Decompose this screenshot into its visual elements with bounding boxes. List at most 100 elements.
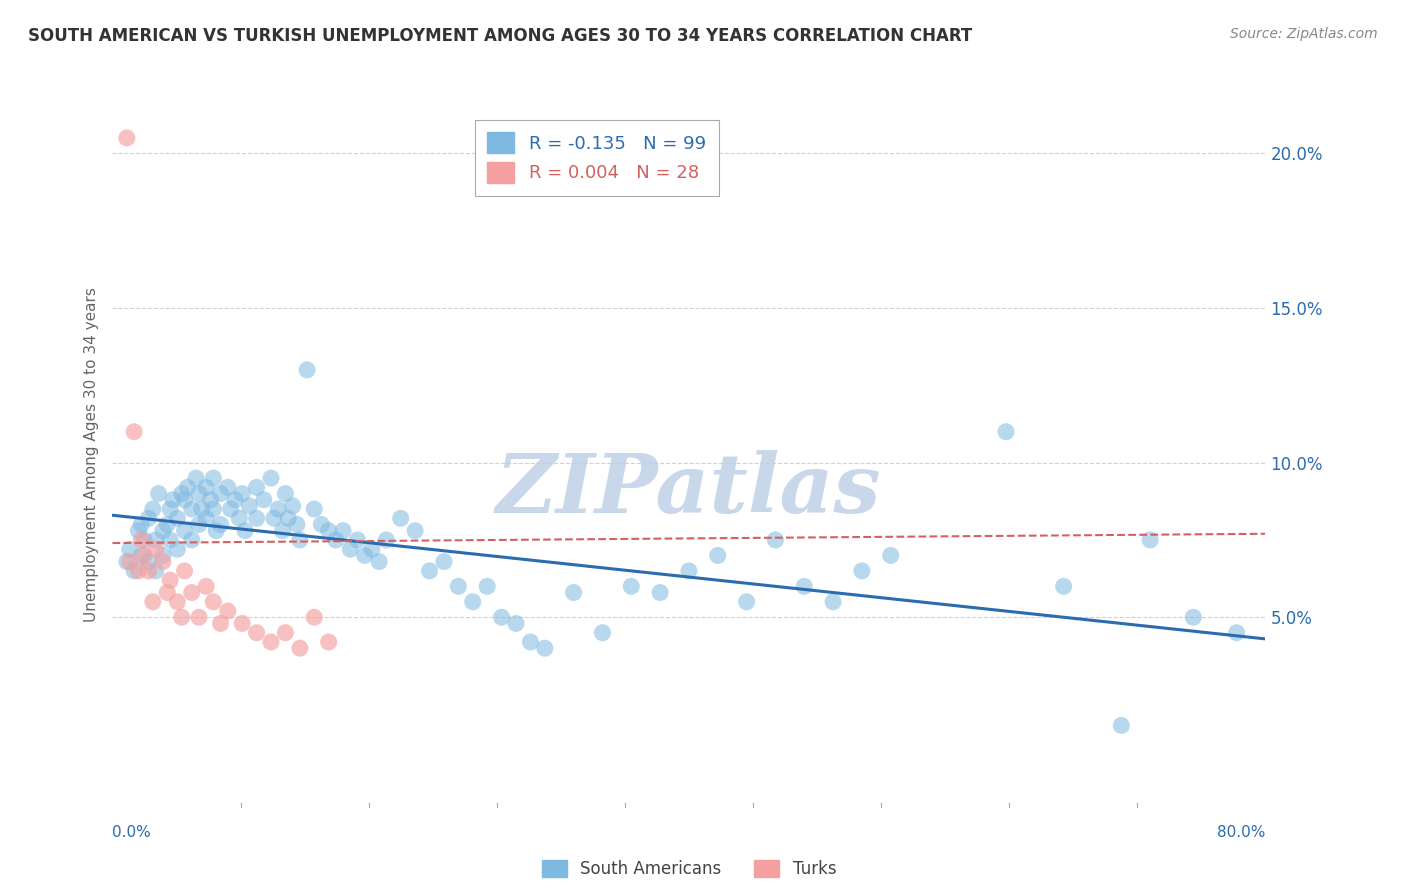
Point [170, 610, 193, 624]
Point [253, 492, 276, 507]
Point [138, 511, 160, 525]
Point [152, 555, 174, 569]
Point [519, 635, 541, 649]
Point [304, 502, 326, 516]
Point [162, 492, 184, 507]
Point [224, 492, 246, 507]
Point [159, 502, 181, 516]
Point [260, 471, 283, 485]
Point [195, 579, 218, 593]
Point [173, 564, 195, 578]
Point [245, 625, 267, 640]
Point [375, 533, 398, 547]
Point [180, 585, 202, 599]
Point [188, 610, 211, 624]
Point [209, 616, 232, 631]
Point [152, 524, 174, 538]
Point [188, 517, 211, 532]
Point [389, 511, 412, 525]
Point [134, 549, 156, 563]
Text: ZIPatlas: ZIPatlas [496, 450, 882, 530]
Point [159, 533, 181, 547]
Point [138, 555, 160, 569]
Text: 80.0%: 80.0% [1218, 825, 1265, 840]
Point [533, 641, 555, 656]
Point [851, 564, 873, 578]
Point [170, 486, 193, 500]
Point [285, 517, 308, 532]
Point [505, 616, 527, 631]
Point [228, 511, 250, 525]
Point [129, 549, 153, 563]
Point [821, 595, 844, 609]
Point [142, 595, 165, 609]
Point [231, 616, 253, 631]
Point [1139, 533, 1161, 547]
Point [145, 564, 167, 578]
Point [195, 480, 218, 494]
Point [368, 555, 391, 569]
Point [115, 555, 138, 569]
Point [202, 502, 225, 516]
Point [353, 549, 375, 563]
Point [281, 499, 304, 513]
Point [115, 131, 138, 145]
Point [129, 533, 153, 547]
Point [491, 610, 513, 624]
Point [263, 511, 285, 525]
Text: Source: ZipAtlas.com: Source: ZipAtlas.com [1230, 27, 1378, 41]
Point [332, 524, 354, 538]
Point [475, 579, 498, 593]
Point [318, 524, 340, 538]
Point [735, 595, 758, 609]
Point [360, 542, 382, 557]
Point [202, 595, 225, 609]
Point [245, 480, 267, 494]
Point [205, 524, 228, 538]
Point [678, 564, 700, 578]
Point [188, 486, 211, 500]
Point [217, 604, 239, 618]
Point [145, 533, 167, 547]
Point [231, 486, 253, 500]
Point [138, 564, 160, 578]
Point [274, 486, 297, 500]
Point [142, 502, 165, 516]
Point [1182, 610, 1205, 624]
Point [200, 492, 222, 507]
Point [233, 524, 256, 538]
Point [166, 542, 188, 557]
Legend: R = -0.135   N = 99, R = 0.004   N = 28: R = -0.135 N = 99, R = 0.004 N = 28 [475, 120, 718, 195]
Point [122, 425, 145, 439]
Point [267, 502, 290, 516]
Point [1111, 718, 1133, 732]
Point [461, 595, 484, 609]
Point [260, 635, 283, 649]
Point [419, 564, 441, 578]
Point [134, 533, 156, 547]
Point [118, 555, 141, 569]
Point [166, 511, 188, 525]
Point [880, 549, 903, 563]
Point [176, 480, 198, 494]
Point [148, 486, 170, 500]
Point [118, 542, 141, 557]
Point [433, 555, 456, 569]
Text: SOUTH AMERICAN VS TURKISH UNEMPLOYMENT AMONG AGES 30 TO 34 YEARS CORRELATION CHA: SOUTH AMERICAN VS TURKISH UNEMPLOYMENT A… [28, 27, 973, 45]
Point [180, 533, 202, 547]
Point [209, 517, 232, 532]
Point [127, 564, 149, 578]
Point [271, 524, 294, 538]
Point [122, 564, 145, 578]
Point [209, 486, 232, 500]
Point [1226, 625, 1249, 640]
Point [620, 579, 643, 593]
Point [245, 511, 267, 525]
Point [592, 625, 614, 640]
Point [202, 471, 225, 485]
Point [346, 533, 368, 547]
Y-axis label: Unemployment Among Ages 30 to 34 years: Unemployment Among Ages 30 to 34 years [83, 287, 98, 623]
Point [127, 524, 149, 538]
Point [288, 641, 311, 656]
Point [277, 511, 299, 525]
